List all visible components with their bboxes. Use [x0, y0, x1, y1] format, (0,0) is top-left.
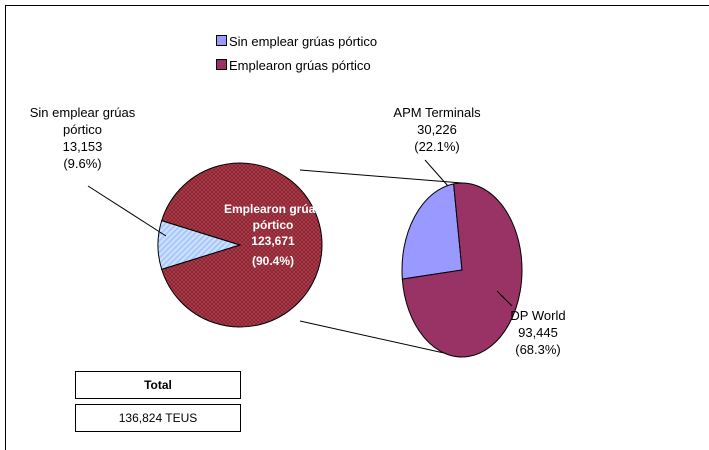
label-percent: (22.1%) [414, 139, 460, 154]
label-value: 30,226 [417, 122, 457, 137]
total-value: 136,824 TEUS [75, 404, 241, 432]
leader-line [496, 290, 513, 307]
label-percent: (68.3%) [515, 342, 561, 357]
label-percent: (90.4%) [251, 254, 295, 268]
data-label: Sin emplear grúas pórtico 13,153 (9.6%) [20, 104, 145, 172]
legend-label: Sin emplear grúas pórtico [229, 34, 378, 49]
pie-slice [161, 162, 323, 328]
legend-label: Emplearon grúas pórtico [229, 58, 371, 73]
leader-line [424, 159, 449, 187]
data-label: Emplearon grúas pórtico 123,671 (90.4%) [218, 201, 328, 269]
label-name: Emplearon grúas pórtico [223, 202, 323, 232]
label-name: DP World [510, 308, 566, 323]
total-header: Total [75, 371, 241, 399]
label-percent: (9.6%) [63, 156, 102, 171]
pie-slice [401, 182, 523, 358]
connector [299, 169, 463, 184]
label-name: Sin emplear grúas pórtico [29, 105, 136, 137]
data-label: APM Terminals 30,226 (22.1%) [377, 104, 497, 155]
label-value: 123,671 [251, 234, 295, 248]
legend-swatch [216, 59, 227, 70]
label-name: APM Terminals [393, 105, 481, 120]
leader-line [87, 185, 167, 237]
label-value: 93,445 [518, 325, 558, 340]
frame [5, 5, 709, 450]
legend-swatch [216, 35, 227, 46]
legend-item: Emplearon grúas pórtico [216, 58, 371, 74]
data-label: DP World 93,445 (68.3%) [488, 307, 588, 358]
label-value: 13,153 [62, 139, 103, 154]
pie-slice [401, 183, 463, 280]
legend-item: Sin emplear grúas pórtico [216, 34, 377, 50]
connector [299, 320, 463, 358]
